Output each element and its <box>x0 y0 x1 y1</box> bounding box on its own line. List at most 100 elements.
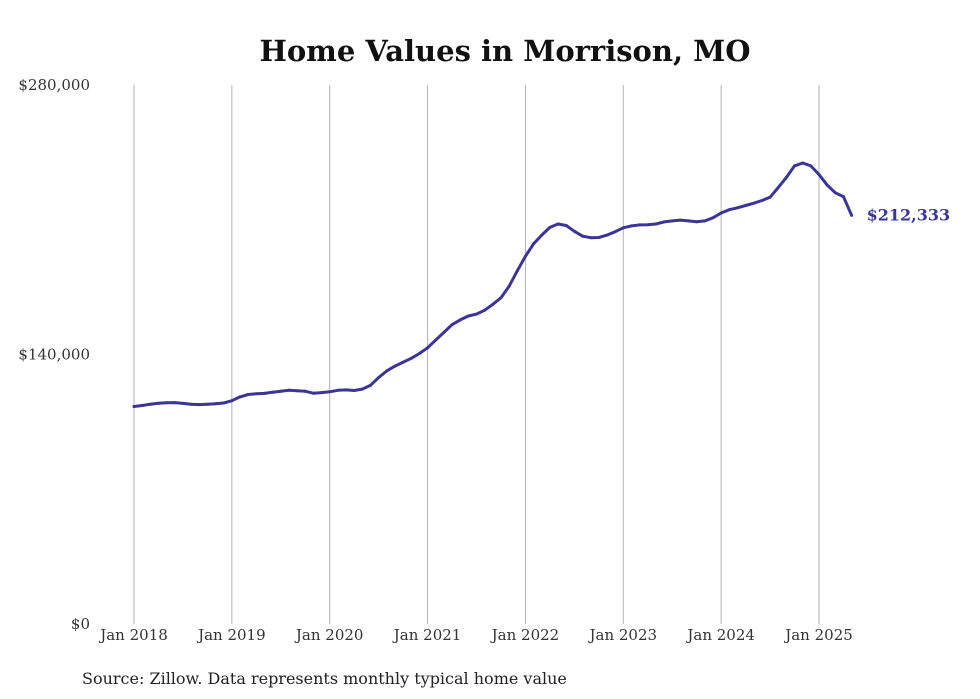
data-point <box>148 402 152 406</box>
data-point <box>466 314 470 318</box>
data-point <box>254 392 258 396</box>
data-point <box>157 401 160 405</box>
data-point <box>181 401 185 405</box>
data-point <box>434 338 438 342</box>
data-point <box>817 173 821 176</box>
data-point <box>678 218 682 222</box>
data-point <box>336 388 340 392</box>
data-point <box>825 183 829 187</box>
data-point <box>687 219 690 223</box>
data-point <box>303 389 307 393</box>
data-point <box>670 219 674 223</box>
data-point <box>695 220 699 224</box>
data-point <box>344 388 348 392</box>
data-point <box>629 224 633 228</box>
data-point <box>271 390 275 394</box>
data-point <box>499 296 503 300</box>
data-point <box>515 269 519 273</box>
data-point <box>736 206 739 210</box>
data-point <box>605 233 609 237</box>
data-point <box>377 376 381 380</box>
data-point <box>369 383 372 387</box>
data-point <box>621 226 625 230</box>
data-point <box>328 390 332 394</box>
data-point <box>776 186 780 190</box>
last-value-label: $212,333 <box>867 205 951 224</box>
y-axis-labels: $0 $140,000 $280,000 <box>18 76 90 633</box>
data-point <box>752 201 756 205</box>
data-point <box>393 364 397 368</box>
data-point <box>842 195 845 199</box>
y-tick-label: $280,000 <box>18 76 90 94</box>
data-point <box>450 323 454 327</box>
data-point <box>222 401 226 405</box>
data-point <box>409 356 413 360</box>
data-point <box>654 222 658 226</box>
data-point <box>140 404 144 407</box>
y-tick-label: $140,000 <box>18 346 90 364</box>
data-point <box>727 208 731 212</box>
data-point <box>801 161 805 165</box>
data-point <box>189 402 193 406</box>
data-point <box>760 199 764 202</box>
data-point <box>581 234 584 238</box>
x-tick-label: Jan 2023 <box>588 626 658 644</box>
data-point <box>638 223 642 227</box>
data-point <box>744 204 748 207</box>
series-line-0 <box>132 161 854 408</box>
data-point <box>597 236 601 239</box>
chart-title: Home Values in Morrison, MO <box>259 34 750 68</box>
data-point <box>417 352 421 355</box>
data-point <box>295 389 299 393</box>
data-point <box>719 211 723 215</box>
data-point <box>246 393 250 396</box>
x-tick-label: Jan 2022 <box>490 626 560 644</box>
data-point <box>385 369 389 373</box>
data-point <box>132 405 136 408</box>
data-point <box>556 222 560 226</box>
x-tick-label: Jan 2020 <box>294 626 364 644</box>
data-point <box>360 387 364 391</box>
data-point <box>475 312 478 316</box>
data-point <box>523 254 527 258</box>
data-point <box>173 401 177 405</box>
data-point <box>352 389 356 392</box>
data-point <box>564 224 568 227</box>
data-point <box>711 216 715 220</box>
data-point <box>238 395 242 399</box>
data-point <box>809 164 813 168</box>
data-point <box>784 175 788 179</box>
data-point <box>540 233 544 237</box>
data-point <box>214 402 217 406</box>
data-point <box>507 284 511 288</box>
data-point <box>833 191 837 195</box>
source-note: Source: Zillow. Data represents monthly … <box>82 669 567 688</box>
y-tick-label: $0 <box>71 615 90 633</box>
data-point <box>548 225 552 229</box>
data-point <box>320 391 324 395</box>
x-tick-label: Jan 2019 <box>196 626 266 644</box>
data-point <box>483 308 487 312</box>
data-point <box>165 401 169 405</box>
data-point <box>230 399 234 403</box>
data-point <box>491 302 495 306</box>
data-point <box>532 242 536 246</box>
data-point <box>662 220 666 224</box>
data-point <box>279 389 283 393</box>
grid-lines <box>133 85 820 624</box>
data-point <box>426 346 430 350</box>
data-point <box>401 360 405 364</box>
data-point <box>613 230 617 234</box>
data-point <box>793 164 796 168</box>
x-tick-label: Jan 2024 <box>685 626 755 644</box>
data-point <box>205 402 209 406</box>
series-layer <box>132 161 854 408</box>
x-axis-labels: Jan 2018 Jan 2019 Jan 2020 Jan 2021 Jan 2022… <box>98 626 853 644</box>
data-point <box>287 388 291 392</box>
data-point <box>768 195 772 199</box>
data-point <box>442 330 446 334</box>
data-point <box>646 223 650 227</box>
data-point <box>572 229 576 233</box>
data-point <box>311 391 315 395</box>
